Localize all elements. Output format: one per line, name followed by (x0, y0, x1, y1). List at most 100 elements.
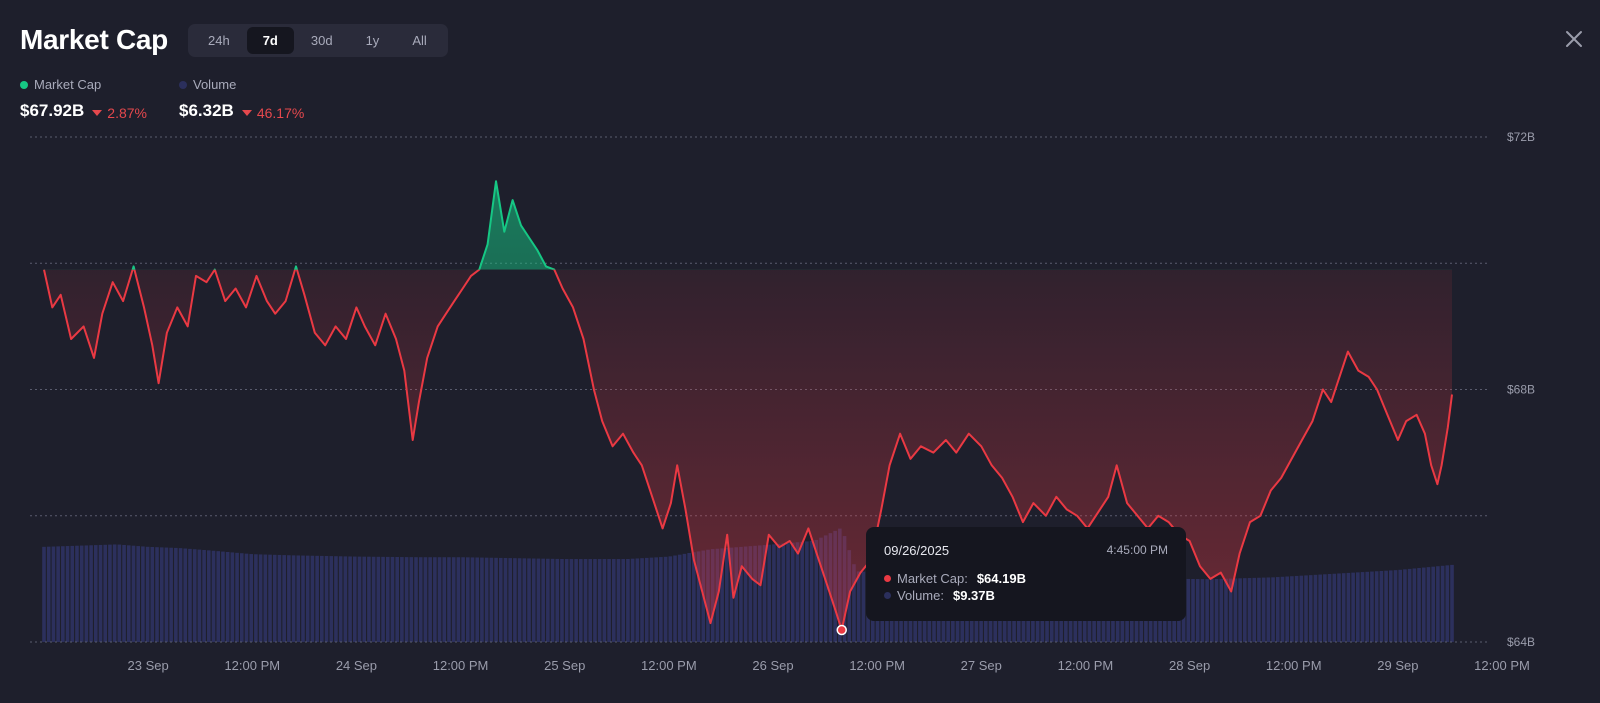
volume-bar (550, 558, 555, 642)
x-tick-label: 12:00 PM (433, 658, 489, 673)
volume-bar (649, 557, 654, 642)
volume-bar (357, 556, 362, 642)
volume-bar (287, 555, 291, 642)
volume-bar (192, 549, 197, 642)
volume-bar (277, 554, 282, 642)
volume-bar (762, 545, 767, 642)
volume-bar (687, 553, 691, 642)
tooltip-market-cap-dot-icon (884, 575, 891, 582)
volume-bar (352, 556, 357, 642)
volume-bar (513, 558, 517, 642)
volume-bar (461, 557, 465, 642)
volume-bar (767, 544, 771, 642)
volume-bar (1252, 577, 1257, 642)
volume-bar (1210, 579, 1214, 642)
volume-bar (1337, 573, 1341, 642)
volume-bar (385, 556, 390, 642)
tab-1y[interactable]: 1y (365, 33, 380, 48)
legend-market-cap: Market Cap (20, 77, 101, 92)
volume-bar (607, 559, 611, 642)
tab-all[interactable]: All (412, 33, 427, 48)
tab-7d[interactable]: 7d (246, 27, 294, 54)
volume-bar (1299, 575, 1304, 642)
volume-bar (743, 546, 748, 642)
volume-bar (230, 552, 235, 642)
volume-bar (1257, 577, 1261, 642)
volume-bar (178, 548, 183, 642)
close-icon[interactable] (1563, 28, 1585, 50)
volume-bar (1247, 578, 1252, 642)
volume-bar (753, 545, 757, 642)
volume-bar (630, 558, 635, 642)
volume-bar (602, 559, 607, 642)
volume-bar (112, 544, 117, 642)
volume-bar (861, 571, 866, 642)
x-tick-label: 24 Sep (336, 658, 377, 673)
volume-bar (239, 553, 244, 642)
volume-bar (1195, 579, 1200, 642)
volume-bar (1384, 570, 1388, 642)
volume-bar (611, 559, 616, 642)
tooltip-volume-value: $9.37B (952, 588, 995, 603)
volume-bar (696, 551, 701, 642)
volume-bar (1327, 574, 1332, 642)
volume-bar (654, 557, 658, 642)
volume-bar (1388, 570, 1393, 642)
market-cap-line-down (43, 269, 1453, 631)
market-cap-value: $67.92B (20, 101, 85, 120)
volume-bar (805, 541, 809, 642)
volume-bar (1238, 578, 1242, 642)
volume-bar (136, 546, 140, 642)
volume-bar (1200, 579, 1205, 642)
volume-bar (56, 546, 60, 642)
volume-bar (1421, 567, 1426, 642)
volume-bar (1356, 572, 1360, 642)
volume-bar (418, 557, 423, 642)
volume-bar (98, 544, 103, 642)
volume-bar (597, 559, 602, 642)
x-tick-label: 25 Sep (544, 658, 585, 673)
timeframe-tabs: 24h 7d 30d 1y All (188, 24, 448, 57)
volume-bar (1379, 570, 1384, 642)
volume-bar (1186, 578, 1191, 642)
volume-bar (1370, 571, 1374, 642)
volume-bar (1440, 565, 1445, 642)
volume-bar (188, 548, 192, 642)
volume-bar (823, 535, 828, 642)
volume-bar (503, 557, 508, 642)
volume-bar (1332, 573, 1337, 642)
tooltip-date: 09/26/2025 (884, 543, 950, 558)
volume-bar (772, 544, 776, 642)
x-tick-label: 12:00 PM (641, 658, 697, 673)
volume-bar (329, 556, 334, 642)
volume-bar (320, 555, 324, 642)
volume-bar (428, 557, 432, 642)
volume-bar (470, 557, 475, 642)
volume-bar (466, 557, 470, 642)
volume-bar (437, 557, 442, 642)
volume-bar (131, 545, 136, 642)
volume-bar (1214, 578, 1219, 642)
volume-bar (42, 546, 46, 642)
volume-bar (729, 547, 734, 642)
y-tick-label: $64B (1507, 635, 1535, 649)
tab-24h[interactable]: 24h (208, 33, 230, 48)
volume-bar (1271, 577, 1275, 642)
volume-bar (522, 558, 527, 642)
legend-volume: Volume (179, 77, 236, 92)
y-tick-label: $72B (1507, 130, 1535, 144)
volume-bar (560, 558, 564, 642)
volume-bar (291, 555, 296, 642)
volume-bar (809, 541, 814, 642)
volume-bar (555, 558, 560, 642)
volume-bar (46, 546, 51, 642)
volume-bar (579, 559, 583, 642)
caret-down-icon (92, 110, 103, 116)
volume-bar (640, 558, 644, 642)
tooltip-market-cap-value: $64.19B (976, 571, 1026, 586)
highlight-point (836, 624, 847, 636)
volume-bar (400, 557, 404, 642)
tab-30d[interactable]: 30d (310, 33, 333, 48)
volume-bar (268, 554, 272, 642)
